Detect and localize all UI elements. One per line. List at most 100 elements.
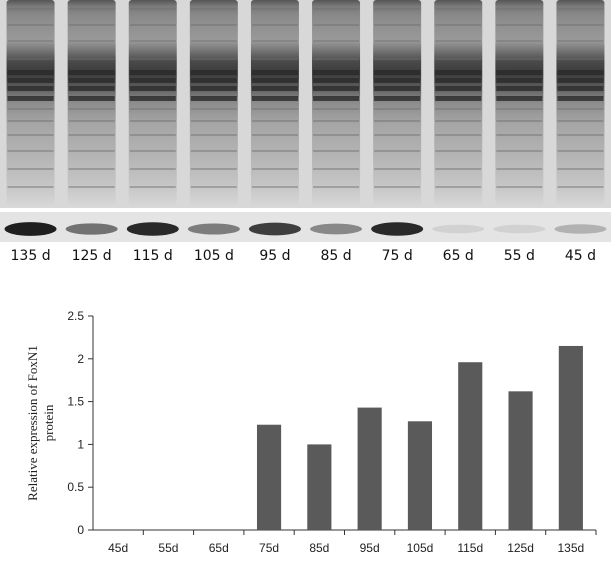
- gel-band: [129, 96, 176, 101]
- gel-band: [68, 58, 115, 60]
- y-tick-label: 2: [77, 352, 84, 366]
- gel-band: [496, 8, 543, 10]
- gel-band: [557, 40, 604, 42]
- blot-band: [65, 223, 118, 235]
- gel-band: [68, 24, 115, 26]
- gel-band: [435, 58, 482, 60]
- gel-band: [251, 70, 298, 75]
- gel-band: [190, 134, 237, 136]
- gel-band: [190, 40, 237, 42]
- gel-band: [7, 150, 54, 152]
- x-tick-label: 65d: [209, 541, 229, 555]
- y-tick-label: 2.5: [67, 309, 84, 323]
- gel-band: [557, 78, 604, 83]
- gel-band: [435, 86, 482, 91]
- x-tick-label: 105d: [407, 541, 434, 555]
- gel-band: [496, 168, 543, 170]
- gel-band: [374, 96, 421, 101]
- gel-band: [190, 70, 237, 75]
- gel-lane: [312, 0, 361, 205]
- x-tick-label: 55d: [158, 541, 178, 555]
- gel-band: [435, 120, 482, 122]
- gel-band: [7, 70, 54, 75]
- gel-band: [68, 108, 115, 110]
- gel-band: [374, 86, 421, 91]
- gel-band: [435, 78, 482, 83]
- blot-band: [554, 224, 607, 234]
- gel-lane: [128, 0, 177, 205]
- gel-band: [374, 168, 421, 170]
- gel-band: [435, 96, 482, 101]
- gel-band: [190, 150, 237, 152]
- gel-band: [251, 58, 298, 60]
- gel-band: [496, 108, 543, 110]
- gel-band: [251, 78, 298, 83]
- lane-label: 105 d: [193, 248, 234, 264]
- gel-band: [557, 70, 604, 75]
- x-tick-label: 115d: [457, 541, 483, 555]
- gel-band: [496, 78, 543, 83]
- gel-band: [68, 168, 115, 170]
- gel-band: [251, 120, 298, 122]
- gel-lane: [495, 0, 544, 205]
- gel-band: [251, 8, 298, 10]
- gel-band: [129, 108, 176, 110]
- gel-band: [7, 8, 54, 10]
- gel-band: [68, 96, 115, 101]
- gel-band: [496, 134, 543, 136]
- gel-band: [190, 108, 237, 110]
- gel-band: [129, 150, 176, 152]
- x-tick-label: 75d: [259, 541, 279, 555]
- gel-band: [313, 186, 360, 188]
- gel-band: [7, 134, 54, 136]
- y-tick-label: 1: [77, 437, 84, 451]
- blot-band: [432, 224, 485, 234]
- blot-band: [493, 224, 546, 234]
- lane-label: 95 d: [259, 248, 291, 264]
- gel-band: [313, 40, 360, 42]
- gel-band: [190, 86, 237, 91]
- gel-band: [251, 150, 298, 152]
- gel-band: [435, 8, 482, 10]
- lane-label: 135 d: [10, 248, 51, 264]
- gel-band: [313, 78, 360, 83]
- gel-band: [190, 58, 237, 60]
- gel-band: [313, 168, 360, 170]
- gel-band: [7, 58, 54, 60]
- gel-band: [68, 78, 115, 83]
- gel-band: [7, 108, 54, 110]
- gel-band: [190, 96, 237, 101]
- gel-band: [435, 24, 482, 26]
- lane-label: 45 d: [564, 248, 597, 264]
- gel-band: [7, 168, 54, 170]
- gel-band: [374, 120, 421, 122]
- gel-band: [557, 186, 604, 188]
- gel-band: [435, 134, 482, 136]
- lane-label: 115 d: [132, 248, 173, 264]
- y-tick-label: 0: [77, 523, 84, 537]
- gel-band: [374, 108, 421, 110]
- gel-band: [313, 150, 360, 152]
- gel-band: [313, 134, 360, 136]
- gel-band: [557, 86, 604, 91]
- gel-band: [374, 78, 421, 83]
- gel-band: [313, 96, 360, 101]
- gel-band: [496, 24, 543, 26]
- gel-lane: [6, 0, 55, 205]
- gel-band: [251, 168, 298, 170]
- y-tick-label: 0.5: [67, 480, 84, 494]
- y-tick-label: 1.5: [67, 395, 84, 409]
- gel-band: [435, 70, 482, 75]
- gel-lane: [434, 0, 483, 205]
- gel-band: [557, 168, 604, 170]
- gel-band: [251, 108, 298, 110]
- y-axis-label-line2: protein: [41, 404, 56, 441]
- gel-lane: [189, 0, 238, 205]
- gel-band: [7, 96, 54, 101]
- gel-band: [496, 86, 543, 91]
- bar-85d: [307, 444, 332, 530]
- gel-band: [496, 186, 543, 188]
- gel-band: [68, 134, 115, 136]
- gel-band: [557, 134, 604, 136]
- gel-band: [251, 24, 298, 26]
